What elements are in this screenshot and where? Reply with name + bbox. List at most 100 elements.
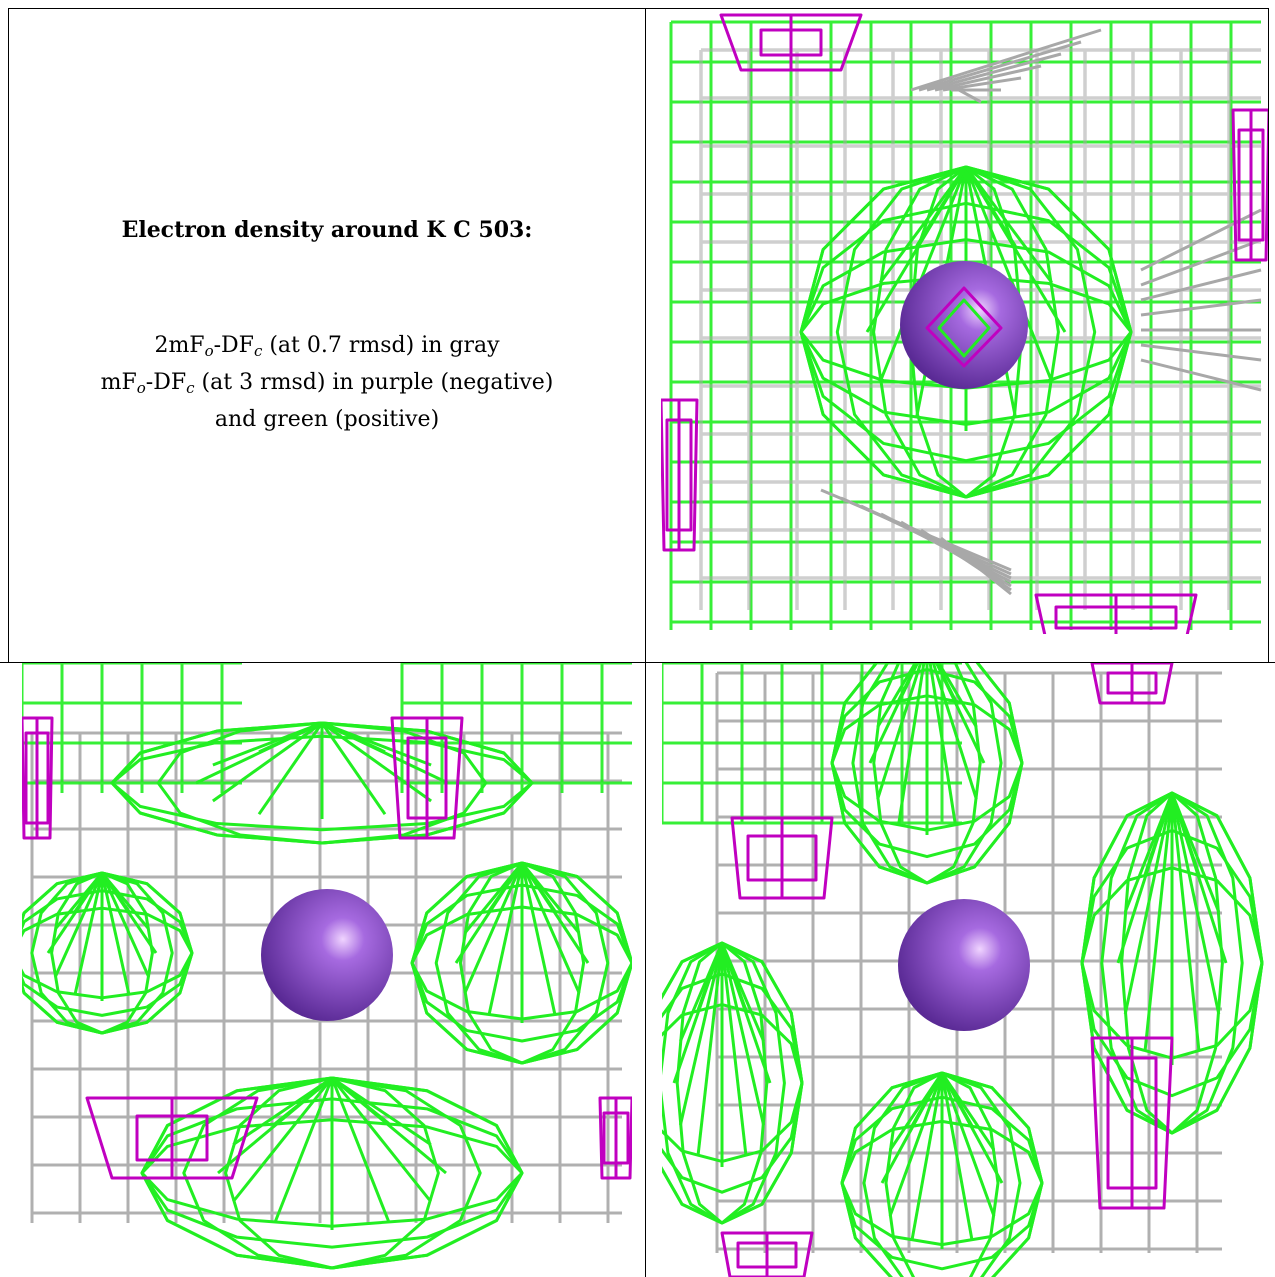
green-density-cage-left — [662, 941, 804, 1225]
electron-density-view — [662, 663, 1264, 1277]
green-density-cage-bottom-ring — [862, 1071, 1022, 1277]
purple-mesh-right — [598, 1096, 632, 1180]
density-panel-bottom-left — [22, 663, 632, 1277]
green-density-cage-right-ring — [458, 861, 586, 1065]
green-density-cage-ring — [835, 165, 1097, 499]
green-density-cage-left-ring — [22, 906, 194, 1000]
green-density-cage-top-ring — [156, 721, 488, 845]
purple-mesh-right — [1231, 108, 1268, 262]
purple-mesh-top-face — [390, 716, 464, 840]
green-density-cage-left-ring — [22, 871, 194, 1035]
purple-mesh-left-inner — [24, 731, 50, 825]
line2-mid: -DF — [145, 370, 187, 395]
gray-mesh-strand — [1140, 268, 1262, 302]
purple-mesh-top — [1090, 663, 1174, 705]
gray-mesh-strand — [1140, 358, 1262, 392]
electron-density-view — [22, 663, 632, 1270]
potassium-ion-sphere — [898, 899, 1030, 1031]
gray-mesh-strand — [942, 76, 1022, 92]
line1-sub-c: c — [253, 342, 263, 360]
purple-mesh-left-face — [730, 816, 834, 900]
green-density-cage-top-ring — [872, 663, 982, 885]
purple-mesh-left — [661, 398, 699, 552]
purple-mesh-right-inner — [1237, 128, 1265, 242]
frame-right-line — [1268, 8, 1269, 663]
green-density-cage-bottom-ring — [840, 1119, 1044, 1247]
potassium-ion-sphere — [900, 261, 1028, 389]
purple-mesh-left-inner — [665, 418, 693, 532]
gray-mesh-strand — [920, 528, 1012, 592]
purple-mesh-right — [1090, 1036, 1174, 1210]
purple-mesh-left — [730, 816, 834, 900]
purple-mesh-right-inner — [1106, 1056, 1158, 1190]
purple-mesh-right-face — [1231, 108, 1268, 262]
gray-mesh-strand — [940, 536, 1012, 596]
green-density-cage-bottom-ring — [182, 1076, 482, 1270]
purple-mesh-left-face — [22, 716, 54, 840]
green-grid-mesh — [400, 663, 632, 793]
green-density-cage-bottom — [840, 1071, 1044, 1277]
purple-mesh-bottom-inner — [135, 1114, 209, 1162]
green-density-cage-ring — [872, 165, 1060, 499]
purple-mesh-bottom — [85, 1096, 259, 1180]
purple-mesh-top-inner — [406, 736, 448, 820]
caption-line-mfo-dfc: mFo-DFc (at 3 rmsd) in purple (negative) — [10, 367, 644, 404]
line1-suffix: (at 0.7 rmsd) in gray — [262, 333, 500, 358]
green-density-cage-left-ring — [675, 941, 769, 1225]
purple-mesh-bottom-inner — [736, 1241, 798, 1269]
gray-grid-mesh — [699, 48, 1261, 610]
line2-prefix: mF — [100, 370, 137, 395]
purple-mesh-top-inner — [759, 28, 823, 57]
electron-density-view — [661, 13, 1268, 634]
mesh-layer — [661, 13, 1268, 634]
gray-mesh-strand — [1140, 298, 1262, 317]
green-density-cage-right-ring — [434, 861, 610, 1065]
purple-mesh-bottom — [720, 1231, 814, 1277]
purple-mesh-bottom-face — [85, 1096, 259, 1180]
green-inner-diamond — [937, 298, 991, 358]
gray-mesh-strand — [1140, 343, 1262, 362]
frame-top-line — [8, 8, 1268, 9]
line1-mid: -DF — [213, 333, 254, 358]
line2-sub-o: o — [136, 379, 146, 397]
purple-inner-diamond — [925, 286, 1003, 368]
purple-mesh-right-inner — [602, 1111, 630, 1165]
frame-center-line — [645, 8, 646, 1277]
green-density-cage-ring — [799, 274, 1133, 390]
green-density-cage-bottom-ring — [224, 1076, 440, 1270]
density-panel-top-right — [661, 10, 1268, 634]
caption-legend: 2mFo-DFc (at 0.7 rmsd) in gray mFo-DFc (… — [10, 330, 644, 435]
purple-mesh-bottom-face — [1034, 593, 1198, 634]
caption-cell: Electron density around K C 503: 2mFo-DF… — [10, 10, 644, 660]
frame-left-line — [8, 8, 9, 663]
purple-mesh-left-face — [661, 398, 699, 552]
green-density-cage-bottom-ring — [884, 1071, 1000, 1277]
green-density-cage-left-ring — [662, 1003, 804, 1163]
mesh-layer — [662, 663, 1264, 1277]
gray-mesh-strand — [1140, 208, 1262, 272]
green-density-cage-left — [22, 871, 194, 1035]
caption-title: Electron density around K C 503: — [121, 217, 533, 243]
frame-middle-line — [0, 662, 1275, 663]
green-grid-mesh — [22, 663, 242, 793]
green-density-cage-right — [410, 861, 632, 1065]
purple-mesh-top — [719, 13, 863, 72]
purple-mesh-top — [390, 716, 464, 840]
purple-mesh-bottom-inner — [1054, 605, 1178, 630]
line2-suffix: (at 3 rmsd) in purple (negative) — [194, 370, 554, 395]
caption-line-3: and green (positive) — [214, 407, 440, 432]
green-density-cage-top-ring — [851, 663, 1003, 885]
gray-mesh-strand — [910, 28, 1102, 92]
density-panel-bottom-right — [662, 663, 1268, 1277]
caption-line-2mfo-dfc: 2mFo-DFc (at 0.7 rmsd) in gray — [10, 330, 644, 367]
purple-mesh-bottom — [1034, 593, 1198, 634]
green-density-cage-left-ring — [22, 889, 194, 1017]
potassium-ion-sphere — [261, 889, 393, 1021]
gray-mesh-strand — [926, 52, 1062, 92]
green-density-cage-left-ring — [662, 972, 804, 1194]
mesh-layer — [22, 663, 632, 1270]
gray-mesh-strand — [1140, 238, 1262, 287]
purple-mesh-right-face — [598, 1096, 632, 1180]
green-density-cage-right-ring — [1080, 866, 1264, 1060]
gray-mesh-strand — [958, 88, 982, 104]
